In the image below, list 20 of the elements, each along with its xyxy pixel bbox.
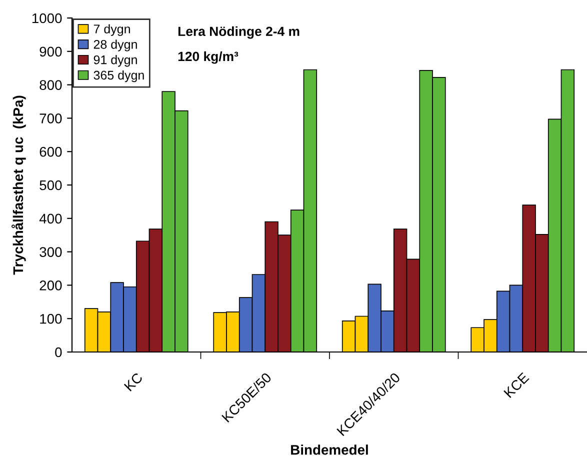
legend-label: 28 dygn (94, 40, 137, 52)
annotation: Lera Nödinge 2-4 m (178, 26, 300, 39)
y-tick-label: 700 (40, 114, 62, 124)
legend-label: 365 dygn (94, 70, 144, 82)
annotation: 120 kg/m³ (178, 51, 238, 64)
y-tick-label: 100 (40, 314, 62, 324)
y-axis-title: Tryckhållfasthet q uc (kPa) (12, 96, 26, 275)
y-tick-label: 800 (40, 80, 62, 90)
y-tick-label: 900 (40, 46, 62, 57)
y-tick-label: 600 (40, 146, 62, 157)
x-tick-label: KC (124, 372, 144, 392)
legend-label: 7 dygn (94, 24, 130, 36)
y-tick-label: 500 (40, 180, 62, 190)
x-axis-title: Bindemedel (291, 444, 368, 455)
y-tick-label: 400 (39, 214, 62, 224)
y-tick-label: 0 (55, 347, 62, 358)
y-tick-label: 1000 (32, 13, 62, 24)
y-tick-label: 300 (40, 247, 62, 257)
y-tick-label: 200 (40, 280, 62, 290)
legend-label: 91 dygn (94, 55, 137, 67)
